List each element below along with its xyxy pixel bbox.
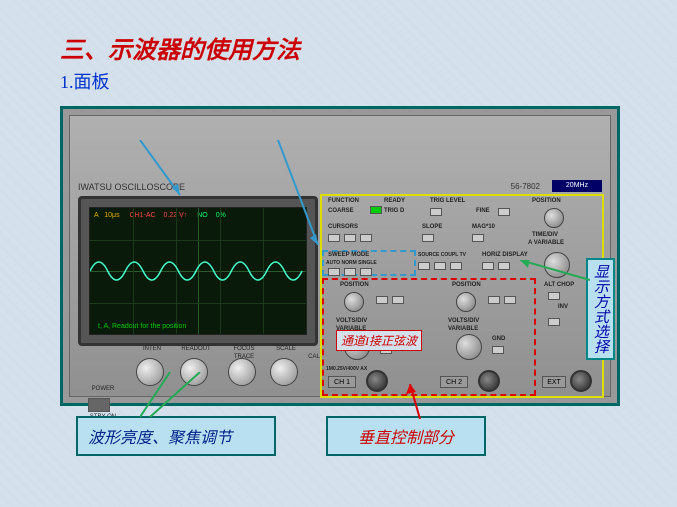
- crt-screen: A 10μs CH1-AC 0.22 V↑ NO 0% t, A, Readou…: [78, 196, 318, 346]
- ext-bnc[interactable]: [570, 370, 592, 392]
- ext-label: EXT: [542, 376, 566, 388]
- callout-vertical: 垂直控制部分: [326, 416, 486, 456]
- ch1-label: CH 1: [328, 376, 356, 388]
- cursor-btn3[interactable]: [360, 234, 372, 242]
- ready-led: [370, 206, 382, 214]
- ch2-btn2[interactable]: [504, 296, 516, 304]
- waveform: [90, 251, 306, 291]
- ch1-btn1[interactable]: [376, 296, 388, 304]
- ch1-bnc[interactable]: [366, 370, 388, 392]
- ch2-btn1[interactable]: [488, 296, 500, 304]
- norm-btn[interactable]: [344, 268, 356, 276]
- inv-btn[interactable]: [548, 318, 560, 326]
- single-btn[interactable]: [360, 268, 372, 276]
- ch2-gnd[interactable]: [492, 346, 504, 354]
- hpos-dial[interactable]: [544, 208, 564, 228]
- ch2-label: CH 2: [440, 376, 468, 388]
- scope-body: IWATSU OSCILLOSCOPE 56-7802 20MHz A 10μs…: [69, 115, 611, 397]
- crt-inner: A 10μs CH1-AC 0.22 V↑ NO 0% t, A, Readou…: [89, 207, 307, 335]
- callout-brightness: 波形亮度、聚焦调节: [76, 416, 276, 456]
- src-btn2[interactable]: [434, 262, 446, 270]
- ch1-pos-dial[interactable]: [344, 292, 364, 312]
- knob-section: INTEN READOUT FOCUS TRACE SCALE CAL: [132, 350, 322, 388]
- src-btn3[interactable]: [450, 262, 462, 270]
- oscilloscope-panel: IWATSU OSCILLOSCOPE 56-7802 20MHz A 10μs…: [60, 106, 620, 406]
- page-subtitle: 1.面板: [60, 68, 110, 94]
- mag-btn[interactable]: [472, 234, 484, 242]
- focus-knob[interactable]: [228, 358, 256, 386]
- callout-ch1sine: 通道I接正弦波: [336, 330, 422, 351]
- triglevel-btn[interactable]: [430, 208, 442, 216]
- model-label: 56-7802: [511, 182, 540, 191]
- mhz-badge: 20MHz: [552, 180, 602, 192]
- readout-knob[interactable]: [180, 358, 208, 386]
- hd-btn2[interactable]: [498, 262, 510, 270]
- alt-btn[interactable]: [548, 292, 560, 300]
- scale-knob[interactable]: [270, 358, 298, 386]
- ch2-pos-dial[interactable]: [456, 292, 476, 312]
- callout-display: 显示方式选择: [586, 258, 615, 360]
- screen-bottom-text: t, A, Readout for the position: [98, 323, 186, 330]
- auto-btn[interactable]: [328, 268, 340, 276]
- power-button[interactable]: [88, 398, 110, 412]
- ch2-volt-dial[interactable]: [456, 334, 482, 360]
- ch2-bnc[interactable]: [478, 370, 500, 392]
- cursor-btn2[interactable]: [344, 234, 356, 242]
- brand-label: IWATSU OSCILLOSCOPE: [78, 182, 185, 192]
- inten-knob[interactable]: [136, 358, 164, 386]
- cursor-btn1[interactable]: [328, 234, 340, 242]
- control-panel: FUNCTION COARSE READY TRIG D TRIG LEVEL …: [322, 196, 602, 396]
- page-title: 三、示波器的使用方法: [60, 30, 300, 65]
- ch1-btn2[interactable]: [392, 296, 404, 304]
- slope-btn[interactable]: [422, 234, 434, 242]
- hd-btn1[interactable]: [482, 262, 494, 270]
- timediv-dial[interactable]: [544, 252, 570, 278]
- fine-btn[interactable]: [498, 208, 510, 216]
- src-btn1[interactable]: [418, 262, 430, 270]
